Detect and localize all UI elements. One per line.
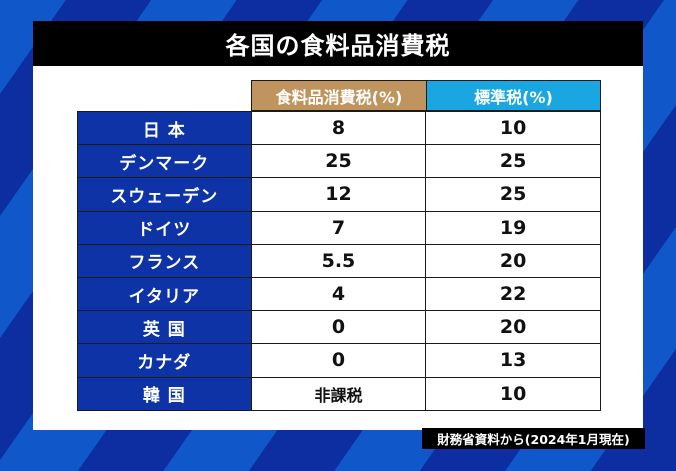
country-cell: 韓 国 bbox=[77, 376, 252, 411]
country-cell: フランス bbox=[77, 243, 252, 278]
food-tax-cell: 0 bbox=[250, 310, 427, 345]
table-row: ドイツ 7 19 bbox=[77, 210, 601, 245]
table-card: 各国の食料品消費税 食料品消費税(%) 標準税(%) 日 本 8 10 デンマー… bbox=[33, 21, 643, 430]
food-tax-cell: 0 bbox=[250, 343, 427, 378]
food-tax-cell: 非課税 bbox=[250, 376, 427, 411]
country-cell: イタリア bbox=[77, 276, 252, 312]
table-row: デンマーク 25 25 bbox=[77, 144, 601, 179]
food-tax-cell: 12 bbox=[250, 177, 427, 212]
country-cell: ドイツ bbox=[77, 210, 252, 245]
table-row: 英 国 0 20 bbox=[77, 310, 601, 345]
header-standard-tax: 標準税(%) bbox=[426, 80, 601, 111]
country-cell: 英 国 bbox=[77, 310, 252, 345]
food-tax-cell: 25 bbox=[250, 144, 427, 179]
standard-tax-cell: 25 bbox=[425, 144, 601, 179]
page-title: 各国の食料品消費税 bbox=[33, 21, 643, 66]
country-cell: スウェーデン bbox=[77, 177, 252, 212]
source-caption: 財務省資料から(2024年1月現在) bbox=[422, 428, 645, 449]
standard-tax-cell: 19 bbox=[425, 210, 601, 245]
food-tax-cell: 5.5 bbox=[250, 243, 427, 278]
tax-table: 日 本 8 10 デンマーク 25 25 スウェーデン 12 25 ドイツ 7 … bbox=[77, 110, 601, 411]
standard-tax-cell: 22 bbox=[425, 276, 601, 312]
table-row: フランス 5.5 20 bbox=[77, 243, 601, 278]
standard-tax-cell: 13 bbox=[425, 343, 601, 378]
food-tax-cell: 4 bbox=[250, 276, 427, 312]
country-cell: 日 本 bbox=[77, 110, 252, 146]
food-tax-cell: 8 bbox=[250, 110, 427, 146]
table-row: イタリア 4 22 bbox=[77, 276, 601, 312]
standard-tax-cell: 10 bbox=[425, 376, 601, 411]
standard-tax-cell: 25 bbox=[425, 177, 601, 212]
table-row: 韓 国 非課税 10 bbox=[77, 376, 601, 411]
standard-tax-cell: 20 bbox=[425, 243, 601, 278]
table-row: スウェーデン 12 25 bbox=[77, 177, 601, 212]
table-row: カナダ 0 13 bbox=[77, 343, 601, 378]
header-food-tax: 食料品消費税(%) bbox=[251, 80, 427, 111]
country-cell: カナダ bbox=[77, 343, 252, 378]
food-tax-cell: 7 bbox=[250, 210, 427, 245]
standard-tax-cell: 10 bbox=[425, 110, 601, 146]
standard-tax-cell: 20 bbox=[425, 310, 601, 345]
table-row: 日 本 8 10 bbox=[77, 110, 601, 146]
country-cell: デンマーク bbox=[77, 144, 252, 179]
